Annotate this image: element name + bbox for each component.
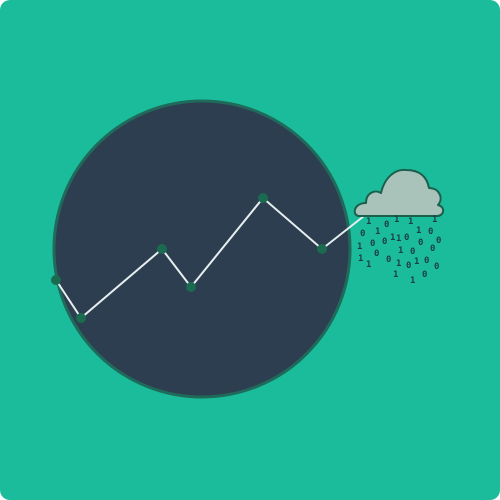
binary-digit: 1	[375, 227, 380, 237]
binary-digit: 1	[398, 246, 403, 256]
trend-node	[258, 193, 268, 203]
binary-digit: 0	[406, 261, 411, 271]
binary-digit: 0	[360, 229, 365, 239]
trend-node	[317, 244, 327, 254]
trend-node	[186, 282, 196, 292]
binary-digit: 1	[408, 217, 413, 227]
binary-digit: 0	[374, 249, 379, 259]
binary-digit: 0	[410, 247, 415, 257]
binary-digit: 1	[410, 276, 415, 286]
binary-digit: 1	[393, 270, 398, 280]
binary-digit: 1	[366, 260, 371, 270]
binary-digit: 1	[358, 254, 363, 264]
cloud-icon	[353, 168, 445, 217]
binary-digit: 1	[357, 242, 362, 252]
binary-digit: 1	[432, 215, 437, 225]
binary-digit: 1	[414, 257, 419, 267]
trend-node	[51, 275, 61, 285]
binary-digit: 0	[436, 236, 441, 246]
binary-digit: 0	[428, 227, 433, 237]
binary-digit: 1	[396, 259, 401, 269]
binary-digit: 1	[366, 217, 371, 227]
binary-digit: 0	[386, 255, 391, 265]
binary-digit: 1	[396, 234, 401, 244]
binary-digit: 1	[390, 233, 395, 243]
binary-digit: 0	[384, 220, 389, 230]
binary-digit: 0	[434, 262, 439, 272]
dark-circle-icon	[52, 99, 352, 399]
binary-digit: 0	[404, 233, 409, 243]
binary-digit: 0	[418, 238, 423, 248]
binary-digit: 0	[422, 270, 427, 280]
binary-digit: 0	[430, 244, 435, 254]
binary-digit: 0	[370, 239, 375, 249]
binary-digit: 1	[416, 226, 421, 236]
trend-line-nodes	[51, 193, 327, 323]
binary-digit: 1	[394, 215, 399, 225]
binary-digit: 0	[382, 237, 387, 247]
trend-node	[157, 244, 167, 254]
trend-node	[76, 313, 86, 323]
binary-digit: 0	[424, 256, 429, 266]
